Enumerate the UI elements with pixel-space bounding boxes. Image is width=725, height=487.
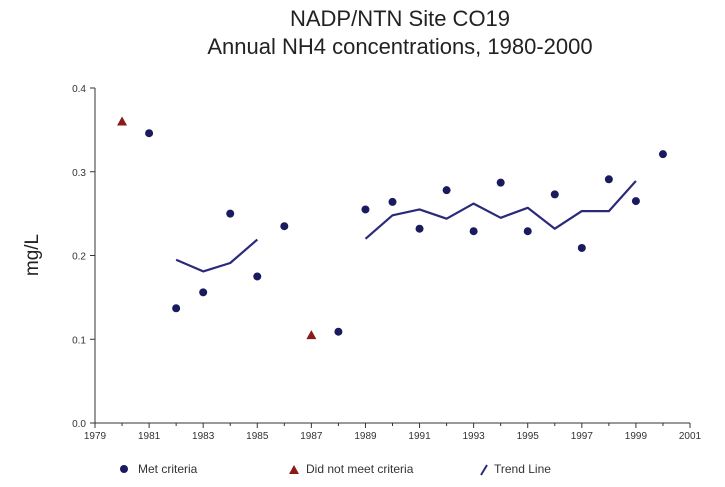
point-met-criteria <box>388 197 397 206</box>
x-tick-label: 2001 <box>679 431 702 442</box>
point-met-criteria <box>496 178 505 187</box>
chart-subtitle: Annual NH4 concentrations, 1980-2000 <box>207 34 592 59</box>
point-met-criteria <box>442 186 451 195</box>
trend-line-segment <box>175 238 259 273</box>
x-tick-label: 1985 <box>246 431 269 442</box>
point-met-criteria <box>415 224 424 233</box>
point-met-criteria <box>604 175 613 184</box>
x-tick-label: 1989 <box>354 431 377 442</box>
x-tick-label: 1993 <box>463 431 486 442</box>
point-met-criteria <box>280 222 289 231</box>
x-tick-label: 1983 <box>192 431 215 442</box>
legend-marker-not-met <box>289 465 299 474</box>
point-met-criteria <box>469 227 478 236</box>
point-met-criteria <box>523 227 532 236</box>
point-met-criteria <box>199 288 208 297</box>
point-met-criteria <box>226 209 235 218</box>
chart-title: NADP/NTN Site CO19 <box>290 6 510 31</box>
x-tick-label: 1981 <box>138 431 161 442</box>
point-met-criteria <box>334 327 343 336</box>
x-tick-label: 1995 <box>517 431 540 442</box>
point-did-not-meet-criteria <box>117 116 128 126</box>
legend-marker-met <box>120 465 128 473</box>
y-tick-label: 0.1 <box>72 335 86 346</box>
legend-label-trend: Trend Line <box>494 462 551 476</box>
y-tick-label: 0.0 <box>72 419 86 430</box>
x-tick-label: 1999 <box>625 431 648 442</box>
y-tick-label: 0.2 <box>72 252 86 263</box>
point-met-criteria <box>172 304 181 313</box>
point-met-criteria <box>550 190 559 199</box>
point-did-not-meet-criteria <box>306 330 317 340</box>
point-met-criteria <box>631 197 640 206</box>
point-met-criteria <box>253 272 262 281</box>
x-tick-label: 1979 <box>84 431 107 442</box>
y-tick-label: 0.4 <box>72 84 86 95</box>
point-met-criteria <box>361 205 370 214</box>
point-met-criteria <box>145 129 154 138</box>
plot-area: 1979 1981 1983 1985 1987 1989 1991 1993 1995 1997… <box>72 84 701 442</box>
legend-label-not-met: Did not meet criteria <box>306 462 414 476</box>
x-tick-label: 1987 <box>300 431 323 442</box>
trend-line-segment <box>364 180 637 240</box>
legend-marker-trend <box>480 464 488 476</box>
y-tick-label: 0.3 <box>72 168 86 179</box>
legend: Met criteria Did not meet criteria Trend… <box>120 462 551 476</box>
point-met-criteria <box>577 243 586 252</box>
x-tick-label: 1997 <box>571 431 594 442</box>
legend-label-met: Met criteria <box>138 462 198 476</box>
x-tick-label: 1991 <box>408 431 431 442</box>
point-met-criteria <box>658 150 667 159</box>
y-axis-label: mg/L <box>22 234 43 276</box>
